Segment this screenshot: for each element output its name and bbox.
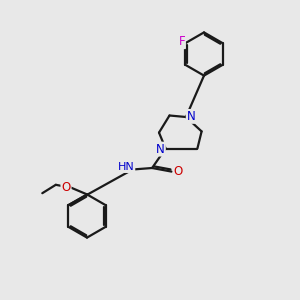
Text: HN: HN [118,162,134,172]
Text: O: O [61,181,70,194]
Text: F: F [178,35,185,48]
Text: O: O [174,165,183,178]
Text: N: N [156,142,165,156]
Text: N: N [187,110,196,123]
